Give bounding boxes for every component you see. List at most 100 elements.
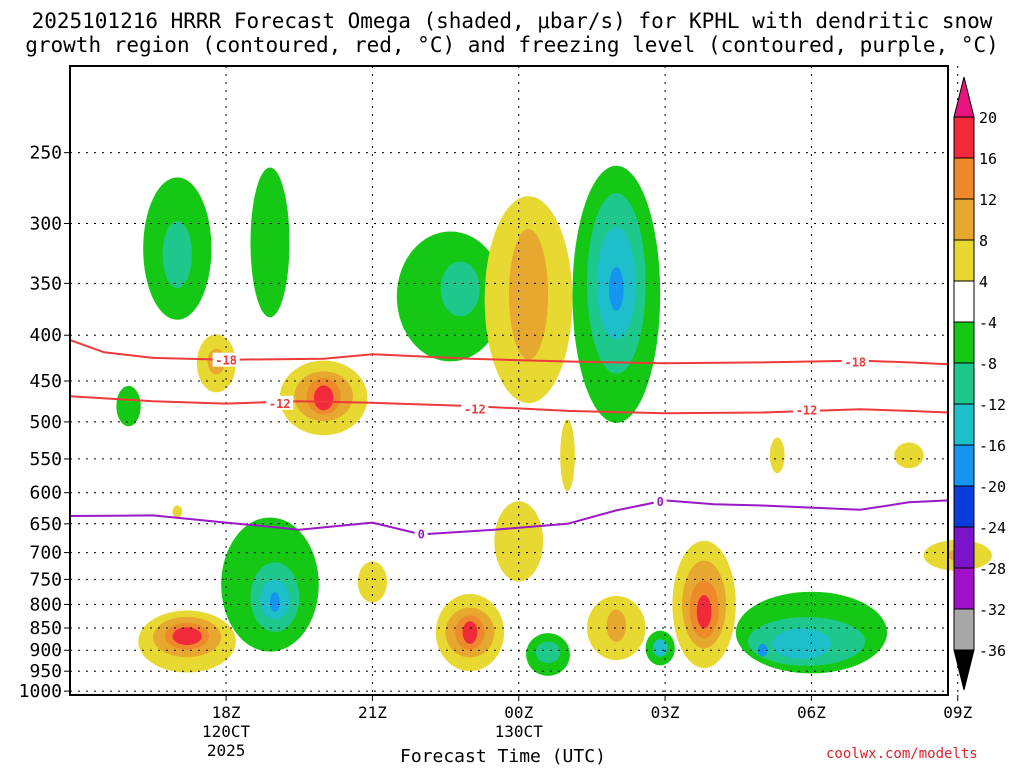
x-tick-label-18Z-1: 120CT bbox=[202, 722, 251, 741]
omega-region-teal-mid-upper bbox=[440, 261, 480, 317]
x-tick-label-18Z-0: 18Z bbox=[212, 703, 241, 722]
colorbar-bin-2 bbox=[953, 198, 975, 241]
colorbar-label-12: -32 bbox=[979, 601, 1006, 619]
x-tick-label-21Z-0: 21Z bbox=[358, 703, 387, 722]
colorbar-bin-8 bbox=[953, 444, 975, 487]
y-tick-label-900: 900 bbox=[29, 640, 62, 661]
omega-region-blue-1830 bbox=[269, 592, 280, 612]
contour-label-bg-dgz-18-1 bbox=[841, 354, 869, 369]
y-tick-label-350: 350 bbox=[29, 273, 62, 294]
y-tick-label-750: 750 bbox=[29, 569, 62, 590]
y-tick-label-400: 400 bbox=[29, 325, 62, 346]
omega-region-red-1930 bbox=[313, 385, 334, 411]
contour-dgz-12 bbox=[69, 395, 949, 415]
x-tick-label-18Z-2: 2025 bbox=[207, 741, 246, 760]
colorbar-label-10: -24 bbox=[979, 519, 1006, 537]
contour-label-bg-dgz-12-0 bbox=[266, 395, 294, 410]
colorbar-label-5: -4 bbox=[979, 314, 997, 332]
contour-freezing bbox=[69, 499, 949, 536]
x-tick-label-09Z-0: 09Z bbox=[943, 703, 972, 722]
omega-region-green-left-480 bbox=[116, 385, 141, 427]
contour-label-dgz-12-0: -12 bbox=[269, 397, 291, 411]
y-tick-label-650: 650 bbox=[29, 514, 62, 535]
colorbar-label-11: -28 bbox=[979, 560, 1006, 578]
y-tick-label-850: 850 bbox=[29, 618, 62, 639]
omega-region-yellow-left-640 bbox=[172, 505, 183, 518]
colorbar-bin-11 bbox=[953, 567, 975, 610]
contour-label-dgz-18-1: -18 bbox=[844, 356, 866, 370]
colorbar-label-6: -8 bbox=[979, 355, 997, 373]
omega-region-blue-03z bbox=[608, 266, 624, 311]
omega-region-red-0400 bbox=[696, 594, 712, 629]
colorbar-bin-1 bbox=[953, 157, 975, 200]
colorbar-label-2: 12 bbox=[979, 191, 997, 209]
omega-region-green-small-strip bbox=[250, 167, 290, 318]
colorbar-bin-7 bbox=[953, 403, 975, 446]
omega-region-yellow-0130-col bbox=[560, 419, 575, 492]
colorbar-bin-3 bbox=[953, 239, 975, 282]
colorbar-top-arrow bbox=[953, 76, 975, 118]
colorbar-bin-12 bbox=[953, 608, 975, 651]
colorbar-label-9: -20 bbox=[979, 478, 1006, 496]
contour-label-dgz-12-1: -12 bbox=[464, 402, 486, 416]
y-tick-label-600: 600 bbox=[29, 483, 62, 504]
contour-label-bg-freezing-0 bbox=[414, 526, 428, 541]
colorbar-bin-4 bbox=[953, 280, 975, 323]
omega-region-yellow-12z-small bbox=[769, 437, 785, 474]
contour-label-bg-dgz-12-1 bbox=[461, 401, 489, 416]
y-tick-label-450: 450 bbox=[29, 371, 62, 392]
colorbar-label-7: -12 bbox=[979, 396, 1006, 414]
chart-title-line1: 2025101216 HRRR Forecast Omega (shaded, … bbox=[31, 9, 993, 33]
colorbar-bottom-arrow bbox=[953, 649, 975, 691]
x-tick-label-00Z-0: 00Z bbox=[504, 703, 533, 722]
omega-region-orange-0200-low bbox=[606, 609, 627, 642]
colorbar-label-13: -36 bbox=[979, 642, 1006, 660]
y-tick-label-950: 950 bbox=[29, 661, 62, 682]
x-axis-label: Forecast Time (UTC) bbox=[400, 746, 606, 767]
y-tick-label-300: 300 bbox=[29, 213, 62, 234]
omega-region-yellow-2130-diag bbox=[494, 501, 544, 582]
colorbar-label-0: 20 bbox=[979, 109, 997, 127]
omega-region-red-2330-low bbox=[462, 621, 478, 644]
omega-region-red-17z-low bbox=[172, 627, 202, 646]
y-tick-label-1000: 1000 bbox=[19, 681, 62, 702]
contour-label-dgz-12-2: -12 bbox=[796, 403, 818, 417]
y-tick-label-550: 550 bbox=[29, 449, 62, 470]
colorbar-bin-0 bbox=[953, 116, 975, 159]
omega-region-teal-left-upper bbox=[162, 221, 192, 289]
omega-region-orange-tall-6z bbox=[509, 228, 549, 360]
contour-label-bg-dgz-12-2 bbox=[793, 402, 821, 417]
colorbar-bin-9 bbox=[953, 485, 975, 528]
colorbar: 20 16 12 8 4 -4 -8 -12 -16 -20 -24 -28 -32 -36 bbox=[953, 76, 1006, 691]
colorbar-label-1: 16 bbox=[979, 150, 997, 168]
omega-region-cyan-0530-low bbox=[772, 628, 831, 660]
omega-region-blue-0530-low bbox=[757, 643, 768, 657]
colorbar-label-4: 4 bbox=[979, 273, 988, 291]
contour-label-dgz-18-0: -18 bbox=[215, 354, 237, 368]
colorbar-label-8: -16 bbox=[979, 437, 1006, 455]
colorbar-label-3: 8 bbox=[979, 232, 988, 250]
y-tick-label-700: 700 bbox=[29, 543, 62, 564]
omega-shading bbox=[116, 165, 992, 676]
contour-label-freezing-1: 0 bbox=[657, 495, 664, 509]
y-axis-labels: 2503003504004505005506006507007508008509… bbox=[19, 143, 70, 702]
y-tick-label-500: 500 bbox=[29, 412, 62, 433]
x-tick-label-03Z-0: 03Z bbox=[651, 703, 680, 722]
colorbar-bin-10 bbox=[953, 526, 975, 569]
x-tick-label-00Z-1: 130CT bbox=[495, 722, 544, 741]
omega-region-teal-0030-low bbox=[535, 641, 561, 664]
contour-label-bg-dgz-18-0 bbox=[212, 352, 240, 367]
y-tick-label-250: 250 bbox=[29, 143, 62, 164]
x-tick-label-06Z-0: 06Z bbox=[797, 703, 826, 722]
colorbar-bin-5 bbox=[953, 321, 975, 364]
y-tick-label-800: 800 bbox=[29, 594, 62, 615]
contour-label-bg-freezing-1 bbox=[653, 494, 667, 509]
omega-region-yellow-09z-small bbox=[894, 442, 924, 469]
omega-region-yellow-21z-small bbox=[357, 561, 388, 603]
credit-link[interactable]: coolwx.com/modelts bbox=[826, 746, 978, 762]
contour-label-freezing-0: 0 bbox=[418, 527, 425, 541]
chart-title-line2: growth region (contoured, red, °C) and f… bbox=[25, 33, 999, 57]
colorbar-bin-6 bbox=[953, 362, 975, 405]
